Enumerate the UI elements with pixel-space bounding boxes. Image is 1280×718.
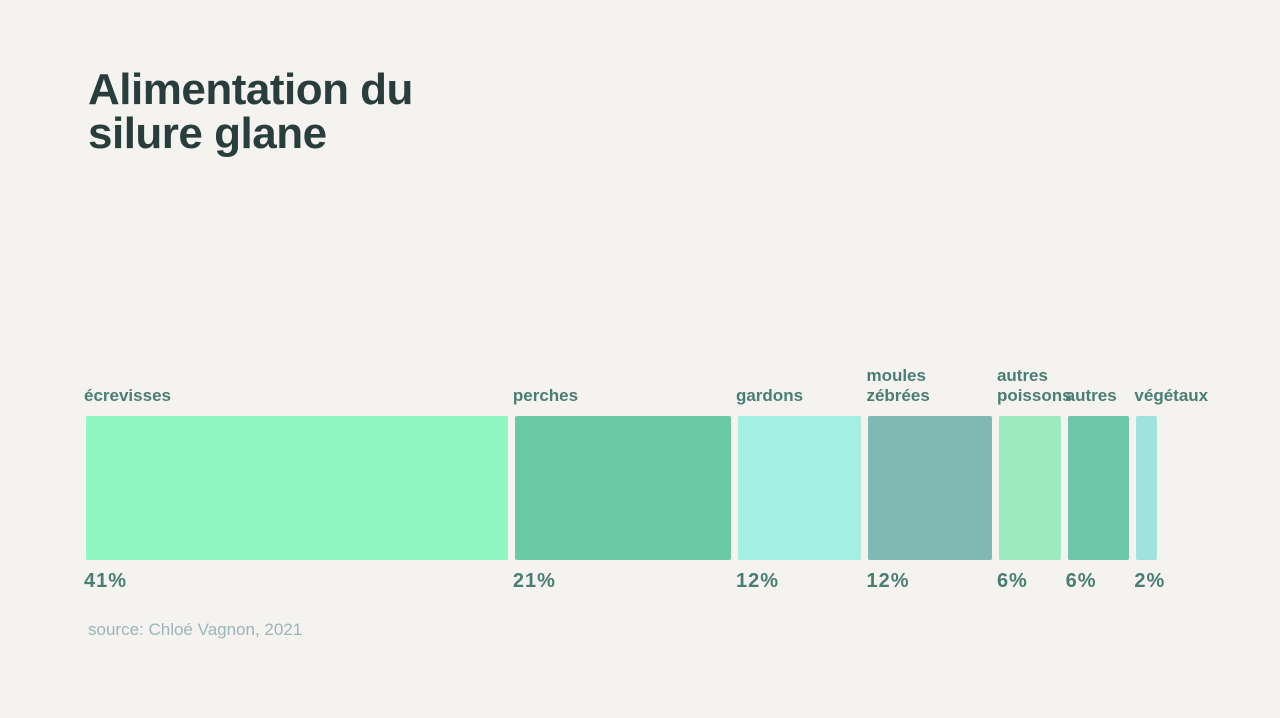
bar [998,416,1061,560]
chart-title: Alimentation du silure glane [88,65,413,158]
value-label: 12% [866,570,910,592]
value-label: 6% [1065,570,1097,592]
category-label: gardons [735,386,804,405]
value-label: 2% [1134,570,1166,592]
value-label: 12% [735,570,779,592]
category-label: perches [512,386,579,405]
bar [514,416,731,560]
value-label: 21% [512,570,556,592]
category-label: autres poissons [996,366,1072,405]
bar [1067,416,1130,560]
bar [737,416,862,560]
source: source: Chloé Vagnon, 2021 [88,620,303,639]
value-label: 41% [84,570,128,592]
category-label: moules zébrées [866,366,930,405]
bar [86,416,508,560]
category-label: végétaux [1134,386,1209,405]
bar [868,416,992,560]
value-label: 6% [996,570,1028,592]
category-label: écrevisses [84,386,171,405]
category-label: autres [1065,386,1117,405]
bar [1136,416,1157,560]
